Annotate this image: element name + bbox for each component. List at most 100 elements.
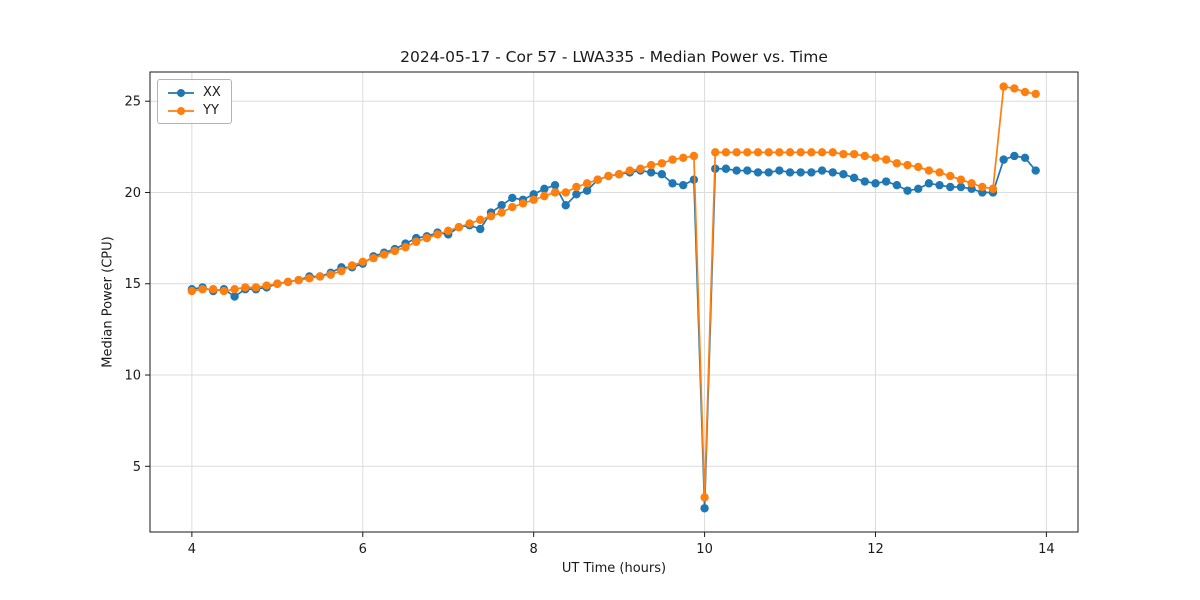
data-point-xx [753, 168, 763, 177]
legend-marker-yy [168, 106, 194, 115]
data-point-yy [625, 166, 635, 175]
data-point-xx [721, 164, 731, 173]
x-tick-label: 12 [867, 542, 884, 557]
data-point-xx [743, 166, 752, 175]
y-tick-label: 5 [133, 460, 141, 475]
data-point-yy [486, 212, 496, 221]
data-point-xx [497, 201, 506, 210]
data-point-yy [689, 151, 699, 161]
data-point-xx [956, 182, 966, 192]
data-point-yy [700, 493, 709, 502]
data-point-yy [230, 285, 239, 294]
data-point-yy [219, 286, 229, 296]
data-point-yy [347, 261, 357, 270]
data-point-yy [999, 82, 1008, 91]
data-point-xx [1020, 153, 1030, 162]
data-point-xx [935, 180, 944, 190]
data-point-yy [721, 148, 731, 157]
data-point-xx [849, 173, 859, 183]
data-point-yy [444, 226, 453, 236]
data-point-xx [775, 166, 784, 175]
data-point-yy [251, 283, 261, 292]
data-point-yy [978, 182, 987, 192]
data-point-xx [946, 182, 955, 192]
data-point-yy [369, 253, 378, 263]
data-point-yy [732, 148, 741, 157]
data-point-xx [540, 184, 549, 194]
data-point-yy [454, 222, 464, 232]
data-point-yy [711, 148, 720, 157]
data-point-xx [892, 180, 902, 190]
x-tick-label: 10 [696, 542, 713, 557]
data-point-yy [817, 148, 827, 157]
legend-item-xx: XX [166, 85, 221, 100]
data-point-yy [1020, 87, 1030, 97]
data-point-yy [294, 275, 303, 285]
legend-marker-xx [168, 88, 194, 97]
data-point-xx [796, 168, 805, 177]
data-point-xx [903, 186, 912, 195]
data-point-xx [700, 504, 709, 513]
data-point-yy [903, 160, 912, 170]
data-point-yy [839, 149, 848, 159]
data-point-yy [422, 233, 432, 243]
data-point-yy [764, 148, 773, 157]
data-point-yy [273, 279, 282, 288]
data-point-yy [411, 237, 421, 246]
data-point-yy [326, 270, 335, 279]
data-point-yy [924, 166, 934, 175]
data-point-xx [508, 193, 517, 203]
data-point-xx [764, 168, 773, 177]
data-point-yy [956, 175, 966, 184]
data-point-yy [262, 281, 271, 290]
y-tick-label: 10 [124, 369, 141, 384]
axes-spines [149, 71, 1079, 533]
data-point-xx [860, 177, 869, 186]
data-point-yy [668, 155, 677, 164]
data-point-yy [946, 171, 955, 181]
data-point-yy [807, 148, 816, 157]
data-point-yy [604, 171, 613, 181]
data-point-xx [561, 201, 570, 210]
data-point-xx [646, 168, 656, 177]
data-point-xx [657, 170, 667, 179]
data-point-yy [881, 155, 891, 164]
x-axis-label: UT Time (hours) [561, 561, 667, 576]
data-point-xx [679, 180, 688, 190]
data-point-yy [828, 148, 837, 157]
data-point-xx [924, 179, 934, 188]
data-point-yy [241, 283, 250, 292]
data-point-yy [561, 188, 570, 197]
data-point-yy [1031, 89, 1040, 99]
data-point-yy [657, 159, 667, 168]
data-point-yy [775, 148, 784, 157]
x-tick-label: 14 [1038, 542, 1055, 557]
data-point-yy [315, 272, 325, 281]
data-point-yy [187, 286, 197, 296]
legend-label-xx: XX [203, 85, 221, 100]
legend-item-yy: YY [166, 103, 221, 118]
data-point-yy [988, 184, 998, 194]
chart-title: 2024-05-17 - Cor 57 - LWA335 - Median Po… [400, 48, 828, 66]
data-point-xx [550, 180, 560, 190]
data-point-yy [529, 195, 538, 204]
legend: XX YY [157, 79, 232, 124]
data-point-yy [743, 148, 752, 157]
data-point-xx [828, 168, 837, 177]
data-point-yy [379, 250, 389, 259]
data-point-yy [508, 202, 517, 212]
data-point-yy [636, 164, 645, 173]
data-point-xx [817, 166, 827, 175]
data-point-yy [614, 170, 624, 179]
data-point-xx [476, 224, 485, 234]
data-point-yy [358, 257, 367, 267]
data-point-yy [540, 191, 549, 201]
data-point-yy [433, 230, 442, 239]
data-point-xx [881, 177, 891, 186]
data-point-yy [871, 153, 880, 162]
data-point-yy [198, 285, 207, 294]
data-point-yy [337, 266, 346, 276]
data-point-xx [572, 190, 581, 199]
data-point-yy [785, 148, 795, 157]
